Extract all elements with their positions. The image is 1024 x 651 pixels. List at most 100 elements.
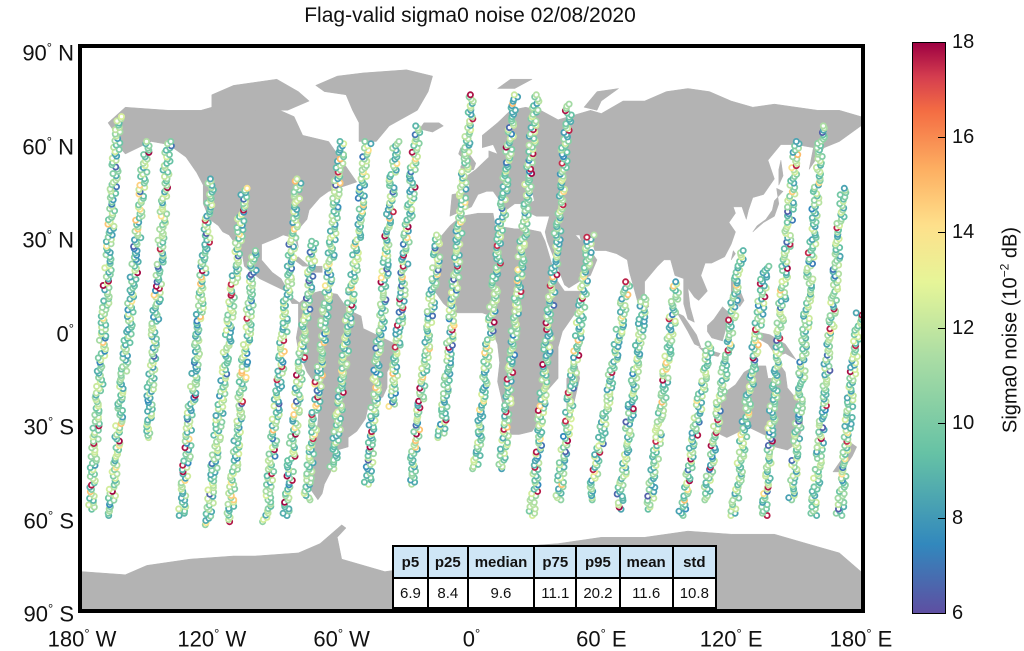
stat-value-p75: 11.1 — [533, 577, 578, 609]
track-sample-marker — [118, 113, 126, 121]
track-sample-marker — [187, 382, 195, 390]
track-sample-marker — [329, 194, 337, 202]
colorbar-label-unit: dB) — [999, 226, 1022, 264]
track-sample-marker — [525, 141, 533, 149]
statistics-header-row: p5 p25 median p75 p95 mean std — [392, 545, 717, 579]
track-sample-marker — [350, 290, 358, 298]
track-sample-marker — [675, 507, 683, 515]
longitude-label: 60° E — [546, 623, 656, 650]
track-sample-marker — [243, 184, 251, 192]
track-sample-marker — [583, 233, 591, 241]
satellite-track — [85, 113, 126, 513]
track-sample-marker — [835, 270, 843, 278]
track-sample-marker — [131, 236, 139, 244]
statistics-table: p5 p25 median p75 p95 mean std 6.9 8.4 9.6 11.1 20… — [392, 545, 717, 609]
latitude-value: 30 — [23, 414, 48, 440]
stat-value-p5: 6.9 — [392, 577, 429, 609]
track-sample-marker — [251, 247, 259, 255]
track-sample-marker — [412, 122, 420, 130]
track-sample-marker — [622, 278, 630, 286]
land-arctic-islands — [211, 78, 310, 111]
longitude-label: 120° W — [157, 623, 267, 650]
colorbar-tick-label: 18 — [952, 31, 975, 53]
stat-header-p95: p95 — [575, 545, 621, 579]
stat-header-p25: p25 — [426, 545, 469, 579]
track-sample-marker — [534, 106, 542, 114]
hemisphere-letter: W — [219, 626, 247, 651]
track-sample-marker — [242, 373, 250, 381]
track-sample-marker — [224, 500, 232, 508]
track-sample-marker — [336, 138, 344, 146]
track-sample-marker — [739, 247, 747, 255]
longitude-value: 0 — [462, 626, 476, 651]
track-sample-marker — [128, 260, 136, 268]
latitude-label: 0° — [0, 318, 74, 345]
colorbar-tick-mark — [938, 232, 946, 234]
track-sample-marker — [218, 418, 226, 426]
track-sample-marker — [852, 309, 860, 317]
track-sample-marker — [587, 248, 595, 256]
degree-symbol: ° — [475, 626, 481, 641]
satellite-track — [201, 184, 251, 529]
track-sample-marker — [559, 432, 567, 440]
latitude-label: 90° S — [0, 598, 74, 625]
track-sample-marker — [240, 217, 248, 225]
track-sample-marker — [244, 358, 252, 366]
track-sample-marker — [784, 203, 792, 211]
latitude-label: 60° S — [0, 505, 74, 532]
latitude-value: 90 — [22, 40, 47, 66]
land-japan — [752, 187, 784, 233]
stat-header-median: median — [466, 545, 536, 579]
longitude-label: 60° W — [287, 623, 397, 650]
track-sample-marker — [458, 168, 466, 176]
stat-header-mean: mean — [618, 545, 674, 579]
track-sample-marker — [805, 314, 813, 322]
hemisphere-letter: S — [53, 507, 74, 533]
track-sample-marker — [268, 415, 276, 423]
track-sample-marker — [206, 175, 214, 183]
track-sample-marker — [836, 191, 844, 199]
track-sample-marker — [612, 325, 620, 333]
track-sample-marker — [404, 260, 412, 268]
map-panel — [78, 44, 865, 613]
track-sample-marker — [296, 195, 304, 203]
colorbar-tick-label: 6 — [952, 602, 964, 624]
track-sample-marker — [235, 378, 243, 386]
track-sample-marker — [563, 148, 571, 156]
track-sample-marker — [565, 100, 573, 108]
satellite-track — [175, 175, 217, 519]
track-sample-marker — [671, 317, 679, 325]
track-sample-marker — [293, 175, 301, 183]
longitude-label: 120° E — [676, 623, 786, 650]
track-sample-marker — [652, 433, 660, 441]
hemisphere-letter: N — [52, 40, 74, 66]
statistics-value-row: 6.9 8.4 9.6 11.1 20.2 11.6 10.8 — [392, 577, 717, 609]
longitude-value: 120 — [177, 626, 215, 651]
colorbar-tick-label: 10 — [952, 411, 975, 434]
track-sample-marker — [154, 236, 162, 244]
stat-value-mean: 11.6 — [618, 577, 674, 609]
track-sample-marker — [765, 262, 773, 270]
track-sample-marker — [503, 438, 511, 446]
satellite-track — [259, 175, 305, 526]
hemisphere-letter: S — [53, 414, 74, 440]
colorbar-tick-mark — [938, 422, 946, 424]
land-australia — [717, 362, 803, 451]
track-sample-marker — [532, 91, 540, 99]
track-sample-marker — [270, 467, 278, 475]
track-sample-marker — [112, 422, 120, 430]
track-sample-marker — [757, 275, 765, 283]
longitude-value: 180 — [829, 626, 867, 651]
track-sample-marker — [780, 245, 788, 253]
longitude-value: 60 — [313, 626, 338, 651]
track-sample-marker — [343, 299, 351, 307]
latitude-value: 60 — [23, 507, 48, 533]
track-sample-marker — [167, 138, 175, 146]
longitude-label: 180° E — [806, 623, 916, 650]
track-sample-marker — [153, 260, 161, 268]
land-eurasia — [449, 88, 861, 323]
track-sample-marker — [590, 231, 598, 239]
stat-header-p75: p75 — [533, 545, 578, 579]
satellite-track — [832, 309, 861, 519]
latitude-label: 30° N — [0, 224, 74, 251]
